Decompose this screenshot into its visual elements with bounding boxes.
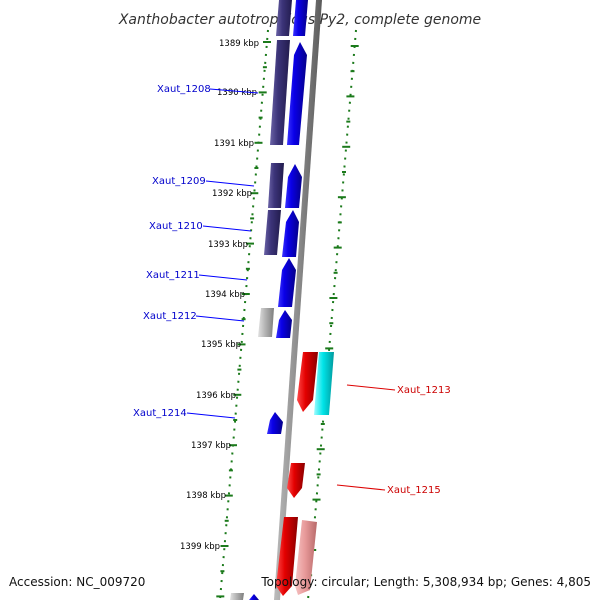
tick-label: 1389 kbp xyxy=(219,39,259,49)
gene-labels: Xaut_1208 Xaut_1209 Xaut_1210 Xaut_1211 … xyxy=(133,84,451,496)
gene-label-xaut-1209[interactable]: Xaut_1209 xyxy=(152,176,206,187)
gene-label-xaut-1215[interactable]: Xaut_1215 xyxy=(387,485,441,496)
leader-line-xaut-1214 xyxy=(186,412,236,419)
accession-text: Accession: NC_009720 xyxy=(9,575,145,589)
tick-label: 1394 kbp xyxy=(205,290,245,300)
tick-label: 1390 kbp xyxy=(217,88,257,98)
tick-label: 1396 kbp xyxy=(196,391,236,401)
tick-label: 1393 kbp xyxy=(208,240,248,250)
cds-arrow-xaut-1209 xyxy=(268,163,284,208)
tick-label: 1391 kbp xyxy=(214,139,254,149)
cds-arrow-xaut-1210 xyxy=(264,210,281,255)
gene-label-xaut-1210[interactable]: Xaut_1210 xyxy=(149,221,203,232)
gene-label-xaut-1214[interactable]: Xaut_1214 xyxy=(133,408,187,419)
tick-marks-inner xyxy=(216,41,271,598)
topology-text: Topology: circular; Length: 5,308,934 bp… xyxy=(260,575,591,589)
leader-line-xaut-1215 xyxy=(336,484,386,491)
leader-line-xaut-1208 xyxy=(209,88,259,94)
tick-label: 1399 kbp xyxy=(180,542,220,552)
reverse-strand-features xyxy=(276,352,334,596)
tick-label: 1398 kbp xyxy=(186,491,226,501)
tick-marks-outer xyxy=(308,45,359,577)
gene-label-leaders xyxy=(186,88,396,491)
cds-arrow xyxy=(293,0,308,36)
cds-arrow xyxy=(230,593,244,600)
gene-label-xaut-1213[interactable]: Xaut_1213 xyxy=(397,385,451,396)
cds-arrow xyxy=(276,0,292,36)
leader-line-xaut-1213 xyxy=(346,384,396,391)
cds-arrow xyxy=(276,517,298,596)
scale-labels: 1389 kbp 1390 kbp 1391 kbp 1392 kbp 1393… xyxy=(180,39,259,552)
cds-arrow xyxy=(249,594,259,600)
cds-arrow-xaut-1208 xyxy=(270,40,290,145)
cds-arrow-xaut-1209 xyxy=(285,164,302,208)
feature-xaut-1213-cyan xyxy=(314,352,334,415)
cds-arrow-xaut-1210 xyxy=(282,210,299,257)
cds-arrow-xaut-1208 xyxy=(287,42,307,145)
cds-arrow-xaut-1215 xyxy=(287,463,305,498)
cds-arrow-xaut-1213 xyxy=(297,352,318,412)
tick-label: 1397 kbp xyxy=(191,441,231,451)
genome-backbone xyxy=(274,0,322,600)
leader-line-xaut-1212 xyxy=(195,315,245,322)
feature-xaut-1212 xyxy=(258,308,274,337)
cds-arrow xyxy=(295,520,317,595)
outer-boundary-line xyxy=(307,29,357,600)
cds-arrow-xaut-1211 xyxy=(278,258,296,307)
leader-line-xaut-1209 xyxy=(205,180,255,187)
tick-label: 1392 kbp xyxy=(212,189,252,199)
gene-label-xaut-1212[interactable]: Xaut_1212 xyxy=(143,311,197,322)
gene-label-xaut-1211[interactable]: Xaut_1211 xyxy=(146,270,200,281)
tick-label: 1395 kbp xyxy=(201,340,241,350)
forward-strand-features xyxy=(230,0,308,600)
leader-line-xaut-1210 xyxy=(202,225,252,232)
cds-arrow-xaut-1214 xyxy=(267,412,283,434)
leader-line-xaut-1211 xyxy=(198,274,248,281)
gene-label-xaut-1208[interactable]: Xaut_1208 xyxy=(157,84,211,95)
cds-arrow-xaut-1212 xyxy=(276,310,292,338)
